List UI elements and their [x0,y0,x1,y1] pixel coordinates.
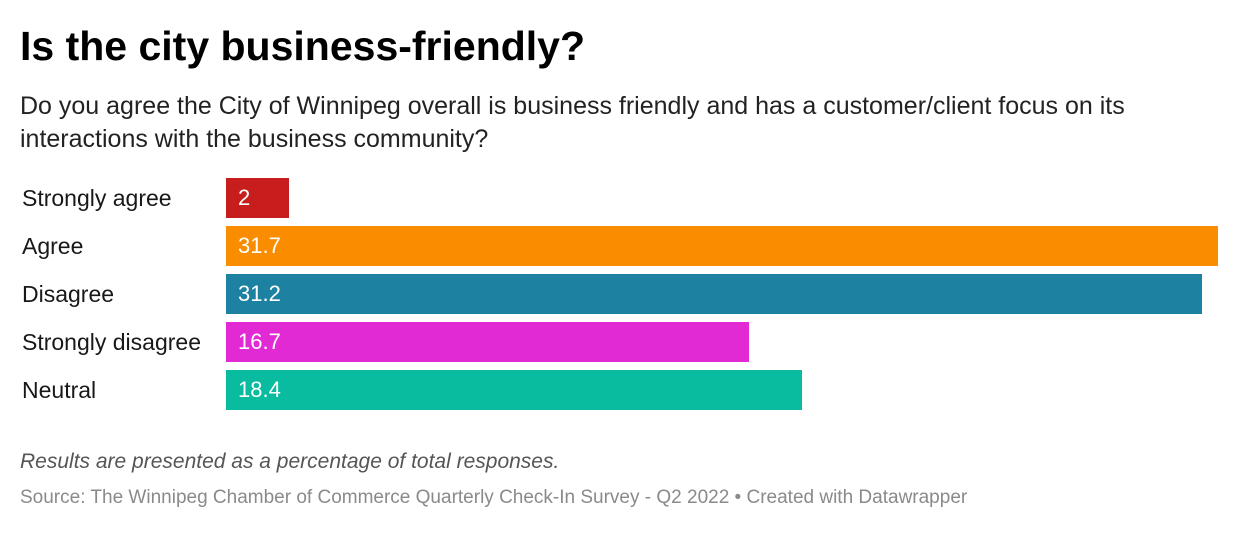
bar [226,274,1202,314]
category-label: Disagree [22,281,115,307]
bar-value-label: 16.7 [238,329,281,354]
chart-note: Results are presented as a percentage of… [20,450,560,473]
category-label: Agree [22,233,84,259]
category-label: Neutral [22,377,97,403]
bar-chart: Strongly agree 2 Agree 31.7 Disagree 31.2 Stro… [0,178,1240,418]
bar-value-label: 2 [238,185,251,210]
category-label: Strongly disagree [22,329,201,355]
bar-value-label: 18.4 [238,377,281,402]
bar [226,322,749,362]
chart-title: Is the city business-friendly? [20,23,586,69]
bar-row: Disagree 31.2 [0,274,1240,314]
category-label: Strongly agree [22,185,172,211]
chart-subtitle: Do you agree the City of Winnipeg overal… [20,92,1125,153]
bar-row: Neutral 18.4 [0,370,1240,410]
bar-value-label: 31.7 [238,233,281,258]
bar-row: Strongly agree 2 [0,178,1240,218]
bar [226,178,289,218]
bar-row: Strongly disagree 16.7 [0,322,1240,362]
bar [226,370,802,410]
bar-row: Agree 31.7 [0,226,1240,266]
bar [226,226,1218,266]
chart-source: Source: The Winnipeg Chamber of Commerce… [20,487,968,508]
bar-value-label: 31.2 [238,281,281,306]
